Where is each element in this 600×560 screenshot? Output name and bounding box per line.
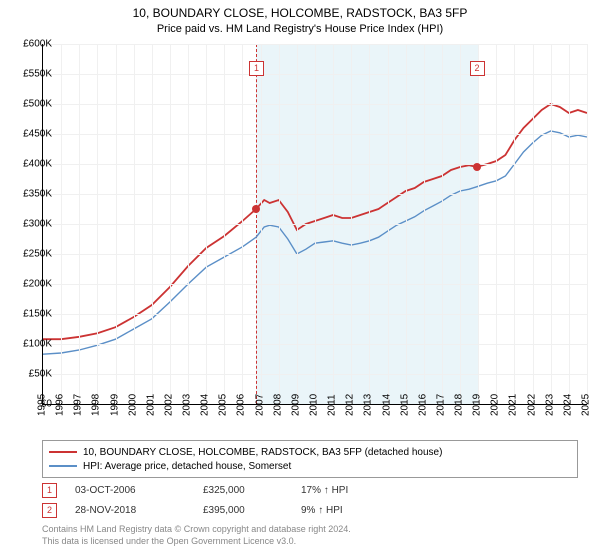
x-axis-label: 2017 xyxy=(435,394,446,416)
y-axis-label: £450K xyxy=(12,129,52,140)
transaction-hpi-diff: 17% ↑ HPI xyxy=(301,485,381,496)
x-axis-label: 2007 xyxy=(254,394,265,416)
y-axis-label: £50K xyxy=(12,369,52,380)
y-axis-label: £100K xyxy=(12,339,52,350)
transaction-date: 28-NOV-2018 xyxy=(75,505,185,516)
x-axis-label: 2002 xyxy=(163,394,174,416)
legend-label: HPI: Average price, detached house, Some… xyxy=(83,461,291,472)
x-axis-label: 2013 xyxy=(363,394,374,416)
legend: 10, BOUNDARY CLOSE, HOLCOMBE, RADSTOCK, … xyxy=(42,440,578,478)
plot-area: 12 xyxy=(42,44,587,405)
chart-subtitle: Price paid vs. HM Land Registry's House … xyxy=(0,20,600,35)
chart-title: 10, BOUNDARY CLOSE, HOLCOMBE, RADSTOCK, … xyxy=(0,0,600,20)
x-axis-label: 2010 xyxy=(309,394,320,416)
x-axis-label: 1999 xyxy=(109,394,120,416)
x-axis-label: 2020 xyxy=(490,394,501,416)
x-axis-label: 2011 xyxy=(327,394,338,416)
transaction-marker-box: 2 xyxy=(470,61,485,76)
y-axis-label: £150K xyxy=(12,309,52,320)
transaction-row: 2 28-NOV-2018 £395,000 9% ↑ HPI xyxy=(42,500,381,520)
x-axis-label: 2012 xyxy=(345,394,356,416)
legend-label: 10, BOUNDARY CLOSE, HOLCOMBE, RADSTOCK, … xyxy=(83,447,442,458)
x-axis-label: 1997 xyxy=(73,394,84,416)
y-axis-label: £250K xyxy=(12,249,52,260)
y-axis-label: £500K xyxy=(12,99,52,110)
transactions-table: 1 03-OCT-2006 £325,000 17% ↑ HPI 2 28-NO… xyxy=(42,480,381,520)
x-axis-label: 2006 xyxy=(236,394,247,416)
transaction-point xyxy=(473,163,481,171)
footer-line2: This data is licensed under the Open Gov… xyxy=(42,536,351,548)
transaction-date: 03-OCT-2006 xyxy=(75,485,185,496)
x-axis-label: 2014 xyxy=(381,394,392,416)
transaction-hpi-diff: 9% ↑ HPI xyxy=(301,505,381,516)
y-axis-label: £200K xyxy=(12,279,52,290)
transaction-row: 1 03-OCT-2006 £325,000 17% ↑ HPI xyxy=(42,480,381,500)
x-axis-label: 2023 xyxy=(544,394,555,416)
y-axis-label: £600K xyxy=(12,39,52,50)
x-axis-label: 2003 xyxy=(182,394,193,416)
x-axis-label: 1995 xyxy=(37,394,48,416)
legend-swatch xyxy=(49,465,77,467)
x-axis-label: 2019 xyxy=(472,394,483,416)
transaction-marker-box: 1 xyxy=(249,61,264,76)
transaction-point xyxy=(252,205,260,213)
legend-swatch xyxy=(49,451,77,453)
x-axis-label: 1996 xyxy=(55,394,66,416)
legend-item-property: 10, BOUNDARY CLOSE, HOLCOMBE, RADSTOCK, … xyxy=(49,445,571,459)
y-axis-label: £300K xyxy=(12,219,52,230)
footer-attribution: Contains HM Land Registry data © Crown c… xyxy=(42,524,351,547)
chart-container: 10, BOUNDARY CLOSE, HOLCOMBE, RADSTOCK, … xyxy=(0,0,600,560)
x-axis-label: 2024 xyxy=(562,394,573,416)
x-axis-label: 2009 xyxy=(290,394,301,416)
x-axis-label: 2015 xyxy=(399,394,410,416)
transaction-marker-icon: 2 xyxy=(42,503,57,518)
legend-item-hpi: HPI: Average price, detached house, Some… xyxy=(49,459,571,473)
x-axis-label: 2022 xyxy=(526,394,537,416)
x-axis-label: 2001 xyxy=(145,394,156,416)
x-axis-label: 2000 xyxy=(127,394,138,416)
y-axis-label: £400K xyxy=(12,159,52,170)
x-axis-label: 2018 xyxy=(454,394,465,416)
transaction-price: £395,000 xyxy=(203,505,283,516)
x-axis-label: 2025 xyxy=(581,394,592,416)
x-axis-label: 2005 xyxy=(218,394,229,416)
y-axis-label: £350K xyxy=(12,189,52,200)
x-axis-label: 1998 xyxy=(91,394,102,416)
transaction-marker-icon: 1 xyxy=(42,483,57,498)
x-axis-label: 2008 xyxy=(272,394,283,416)
x-axis-label: 2004 xyxy=(200,394,211,416)
footer-line1: Contains HM Land Registry data © Crown c… xyxy=(42,524,351,536)
y-axis-label: £550K xyxy=(12,69,52,80)
x-axis-label: 2016 xyxy=(417,394,428,416)
transaction-price: £325,000 xyxy=(203,485,283,496)
x-axis-label: 2021 xyxy=(508,394,519,416)
